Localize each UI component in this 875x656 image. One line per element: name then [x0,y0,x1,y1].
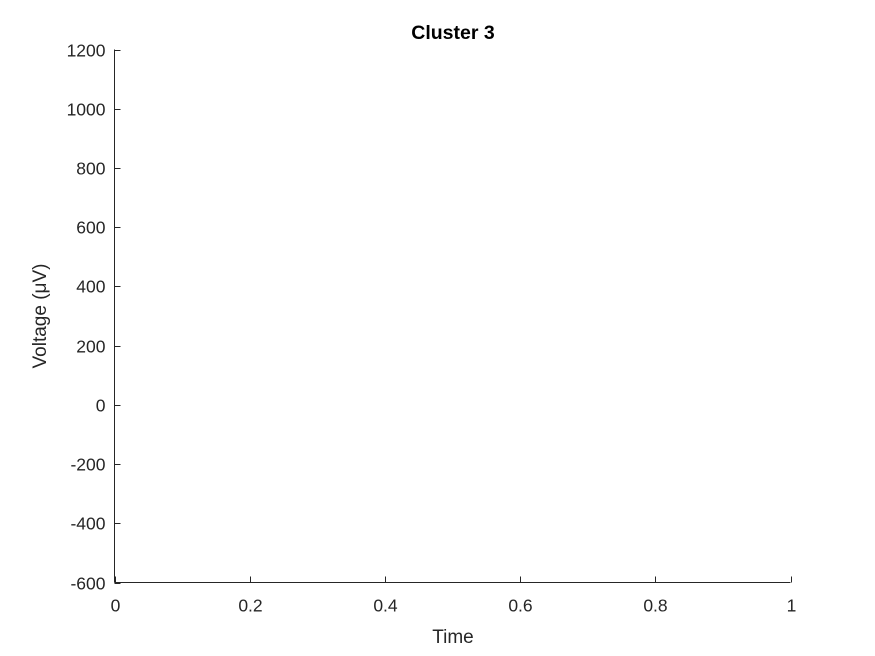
y-tick-label: 600 [76,218,105,238]
axes [114,49,791,583]
y-tick-label: -200 [70,455,105,475]
x-tick-label: 0.6 [508,596,532,616]
x-axis-label: Time [432,627,474,648]
x-tick-label: 1 [787,596,797,616]
y-tick-label: 1000 [67,100,106,120]
y-axis-label: Voltage (μV) [30,264,51,369]
y-ticks: -600 -400 -200 0 200 400 600 800 1000 1200 [67,41,121,594]
y-tick-label: -400 [70,514,105,534]
y-tick-label: 800 [76,159,105,179]
x-tick-label: 0.8 [643,596,667,616]
x-tick-label: 0.2 [238,596,262,616]
y-tick-label: -600 [70,574,105,594]
y-tick-label: 1200 [67,41,106,61]
y-tick-label: 400 [76,277,105,297]
x-tick-label: 0 [111,596,121,616]
y-tick-label: 0 [96,396,106,416]
x-ticks: 0 0.2 0.4 0.6 0.8 1 [111,576,797,616]
y-tick-label: 200 [76,337,105,357]
chart-title: Cluster 3 [411,22,495,44]
x-tick-label: 0.4 [373,596,398,616]
